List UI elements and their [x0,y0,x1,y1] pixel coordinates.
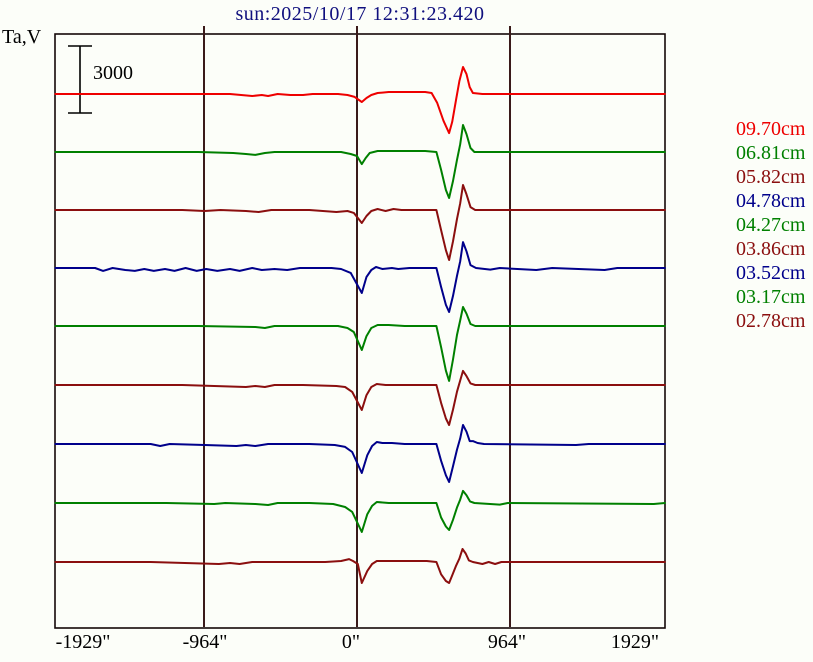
legend-item-03.86cm: 03.86cm [736,238,806,260]
scan-trace-02.78cm [54,548,666,584]
plot-frame [54,33,666,629]
scale-bar-label: 3000 [93,62,133,84]
legend-item-03.17cm: 03.17cm [736,286,806,308]
scan-trace-04.27cm [54,306,666,382]
x-axis-tick-labels: -1929" -964" 0" 964" 1929" [0,631,813,657]
legend-item-03.52cm: 03.52cm [736,262,806,284]
x-tick-label-1: -964" [182,631,228,653]
legend-item-09.70cm: 09.70cm [736,118,806,140]
x-tick-label-4: 1929" [610,631,660,653]
scan-trace-03.17cm [54,489,666,533]
x-tick-label-2: 0" [341,631,361,653]
chart-title: sun:2025/10/17 12:31:23.420 [235,3,485,25]
legend-item-04.27cm: 04.27cm [736,214,806,236]
scan-trace-05.82cm [54,184,666,261]
scan-trace-03.52cm [54,424,666,483]
wavelength-legend: 09.70cm 06.81cm 05.82cm 04.78cm 04.27cm 03.86… [736,117,805,333]
scan-trace-09.70cm [54,66,666,135]
legend-item-04.78cm: 04.78cm [736,190,806,212]
x-tick-label-0: -1929" [55,631,111,653]
x-tick-label-3: 964" [487,631,527,653]
legend-item-06.81cm: 06.81cm [736,142,806,164]
legend-item-02.78cm: 02.78cm [736,310,806,332]
scan-trace-06.81cm [54,124,666,199]
scan-trace-04.78cm [54,241,666,313]
legend-item-05.82cm: 05.82cm [736,166,806,188]
y-axis-label: Ta,V [2,26,42,48]
scan-trace-03.86cm [54,369,666,426]
